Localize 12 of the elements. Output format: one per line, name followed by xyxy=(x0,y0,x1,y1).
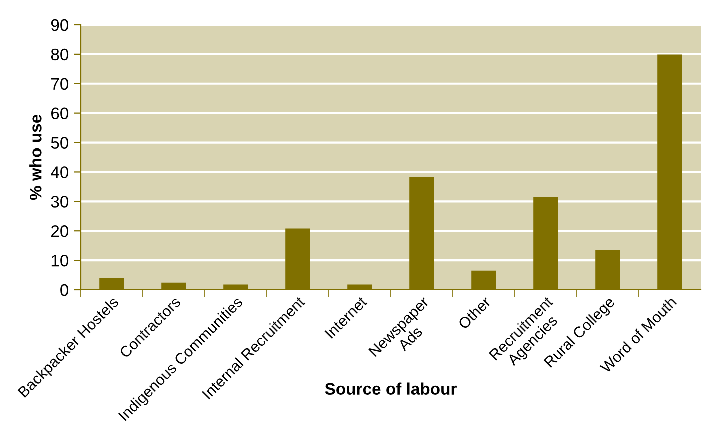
y-tick-label: 70 xyxy=(52,78,69,90)
y-tick-label: 20 xyxy=(51,226,69,238)
y-tick-label: 50 xyxy=(51,137,69,149)
y-tick-label: 10 xyxy=(52,254,69,267)
x-axis-title: Source of labour xyxy=(325,382,457,395)
y-tick-label: 80 xyxy=(51,48,69,61)
y-tick-label: 40 xyxy=(51,166,69,178)
y-tick-label: 0 xyxy=(60,284,69,296)
y-tick-label: 90 xyxy=(51,19,69,32)
y-tick-label: 60 xyxy=(52,108,69,120)
y-tick-label: 30 xyxy=(51,196,69,208)
y-axis-title: % who use xyxy=(30,115,42,200)
